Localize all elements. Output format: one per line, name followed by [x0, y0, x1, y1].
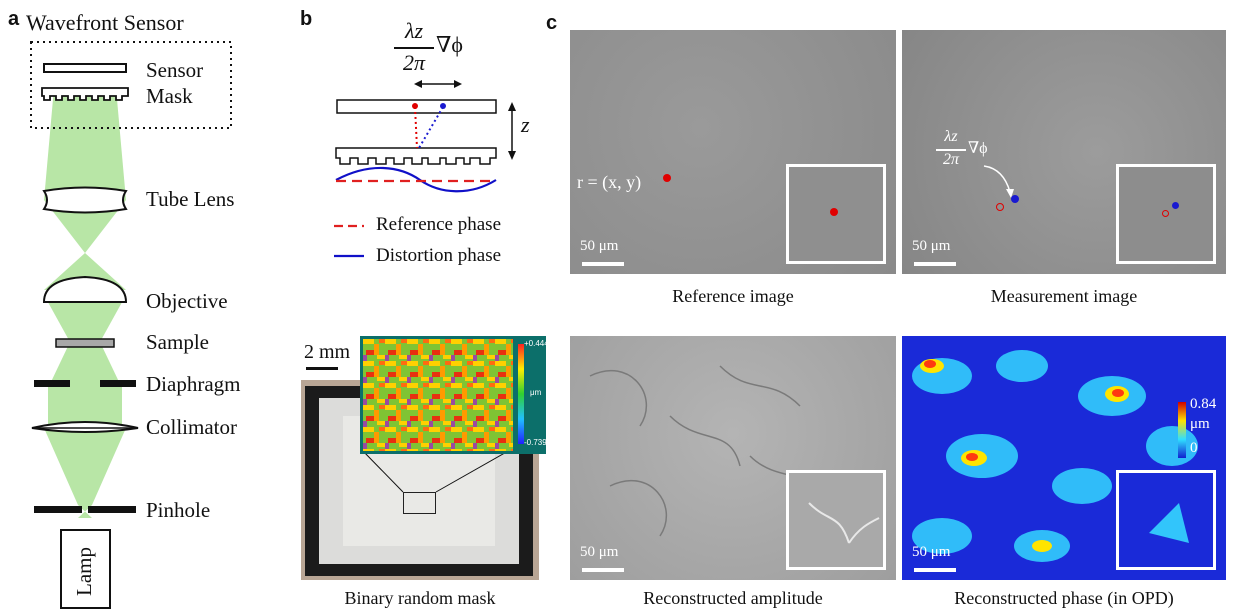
z-arrow-bottom-head	[508, 151, 516, 160]
reference-position-dot	[663, 174, 671, 182]
shift-arrow-left-head	[414, 80, 422, 88]
mask-colorbar-max: +0.44497	[524, 339, 558, 348]
photo-scale-label: 2 mm	[304, 341, 351, 363]
measurement-inset-shift-dot	[1172, 202, 1179, 209]
panel-a-label: a	[8, 8, 20, 30]
mask-colorbar-unit: μm	[530, 388, 542, 397]
measurement-formula-denominator: 2π	[942, 151, 959, 168]
reference-image: r = (x, y) 50 μm	[570, 30, 896, 274]
distortion-spot	[440, 103, 446, 109]
phase-legend-symbols	[334, 224, 364, 258]
reference-scale-bar	[582, 262, 624, 266]
reconstructed-amplitude-image: 50 μm	[570, 336, 896, 580]
light-beam-objective	[44, 295, 126, 342]
formula-gradient-phi: ∇ϕ	[436, 32, 463, 57]
tube-lens	[42, 186, 128, 214]
wavefront-sensor-box	[30, 41, 232, 129]
tube-lens-label: Tube Lens	[146, 187, 235, 211]
diaphragm-left	[34, 380, 70, 387]
formula-fraction-bar	[394, 47, 434, 49]
pinhole-label: Pinhole	[146, 498, 211, 522]
r-position-label: r = (x, y)	[577, 172, 642, 192]
objective-label: Objective	[146, 289, 228, 313]
reference-inset-dot	[830, 208, 838, 216]
reference-inset	[786, 164, 886, 264]
measurement-inset	[1116, 164, 1216, 264]
collimator-label: Collimator	[146, 415, 237, 439]
sample	[55, 338, 115, 348]
measurement-inset-ref-dot	[1162, 210, 1169, 217]
sensor	[43, 63, 127, 73]
panel-c-label: c	[546, 12, 558, 34]
formula-numerator: λz	[404, 18, 424, 43]
reconstructed-phase-caption: Reconstructed phase (in OPD)	[954, 588, 1174, 608]
phase-colorbar-min: 0	[1190, 440, 1198, 456]
mask-colorbar	[518, 344, 524, 444]
measurement-scale-label: 50 μm	[912, 238, 951, 254]
z-arrow-top-head	[508, 102, 516, 111]
binary-mask-caption: Binary random mask	[344, 588, 496, 608]
mask-zoom-box	[403, 492, 436, 514]
light-beam-lamp-collimator	[44, 428, 126, 518]
optical-setup-diagram	[30, 41, 232, 609]
amplitude-inset	[786, 470, 886, 570]
reference-scale-label: 50 μm	[580, 238, 619, 254]
measurement-formula-gradient: ∇ϕ	[968, 140, 988, 157]
phase-inset-cell	[1149, 503, 1189, 543]
lamp-box	[60, 529, 111, 609]
reference-ray	[414, 106, 418, 149]
mask	[41, 87, 129, 101]
wavefront-sensor-title: Wavefront Sensor	[26, 10, 184, 35]
reference-image-caption: Reference image	[672, 286, 794, 306]
measurement-displacement-arrow	[983, 165, 1014, 198]
pinhole-right	[88, 506, 136, 513]
light-beam-diaphragm-objective	[50, 342, 120, 384]
shift-arrow-right-head	[454, 80, 462, 88]
measurement-scale-bar	[914, 262, 956, 266]
legend-reference-label: Reference phase	[376, 214, 502, 235]
light-beam-focus-upper	[44, 200, 126, 253]
measurement-shifted-dot	[1011, 195, 1019, 203]
z-label: z	[521, 112, 530, 137]
mask-colorbar-min: -0.73964	[524, 438, 556, 447]
amplitude-scale-label: 50 μm	[580, 544, 619, 560]
mask-height-map: +0.44497 μm -0.73964	[360, 336, 558, 454]
sample-label: Sample	[146, 330, 209, 354]
mask-label: Mask	[146, 84, 193, 108]
mask-profile	[335, 147, 497, 165]
diaphragm-right	[100, 380, 136, 387]
principle-diagram	[335, 80, 516, 193]
reconstructed-phase-image: 0.84 μm 0 50 μm	[902, 336, 1226, 580]
phase-scale-bar	[914, 568, 956, 572]
reconstructed-amplitude-caption: Reconstructed amplitude	[643, 588, 823, 608]
amplitude-cell-texture	[589, 365, 841, 537]
sensor-label: Sensor	[146, 58, 204, 82]
measurement-reference-dot	[996, 203, 1004, 211]
photo-scale-bar	[306, 367, 338, 370]
phase-colorbar	[1178, 402, 1186, 458]
amplitude-scale-bar	[582, 568, 624, 572]
pinhole-left	[34, 506, 82, 513]
mask-height-map-pattern	[363, 339, 513, 451]
panel-b-label: b	[300, 8, 313, 30]
phase-colorbar-unit: μm	[1190, 416, 1210, 432]
measurement-image: λz 2π ∇ϕ 50 μm	[902, 30, 1226, 274]
phase-scale-label: 50 μm	[912, 544, 951, 560]
measurement-formula-numerator: λz	[944, 128, 958, 145]
formula-denominator: 2π	[402, 50, 426, 75]
amplitude-inset-cell	[808, 502, 880, 544]
reference-spot	[412, 103, 418, 109]
light-beam-upper	[44, 88, 126, 200]
light-beam-collimator-diaphragm	[48, 384, 122, 428]
measurement-formula-bar	[936, 149, 966, 151]
phase-inset	[1116, 470, 1216, 570]
phase-colorbar-max: 0.84	[1190, 396, 1217, 412]
legend-distortion-label: Distortion phase	[376, 245, 502, 266]
measurement-image-caption: Measurement image	[990, 286, 1138, 306]
diaphragm-label: Diaphragm	[146, 372, 241, 396]
objective-lens	[42, 275, 128, 303]
